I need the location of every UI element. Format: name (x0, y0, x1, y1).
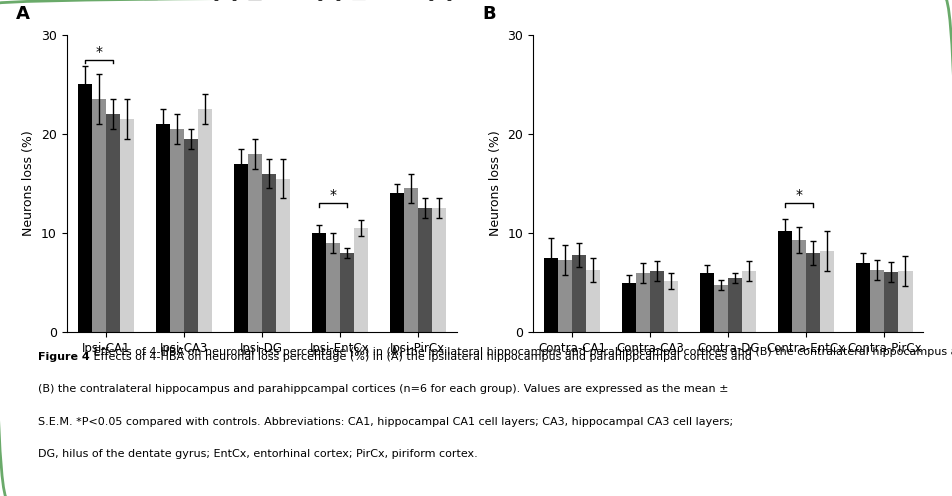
Bar (184, 139, 198, 332)
Bar (432, 208, 446, 332)
Bar (389, 193, 404, 332)
Text: S.E.M. *P<0.05 compared with controls. Abbreviations: CA1, hippocampal CA1 cell : S.E.M. *P<0.05 compared with controls. A… (38, 417, 733, 427)
Y-axis label: Neurons loss (%): Neurons loss (%) (489, 130, 502, 237)
Bar (664, 281, 679, 332)
Bar (155, 124, 169, 332)
Bar (106, 114, 120, 332)
Bar (714, 285, 728, 332)
Bar (91, 99, 106, 332)
Bar (233, 164, 248, 332)
Bar (354, 228, 368, 332)
Text: Effects of 4-HBA on neuronal loss percentage (%) in (A) the ipsilateral hippocam: Effects of 4-HBA on neuronal loss percen… (89, 352, 752, 362)
Bar (120, 119, 134, 332)
Bar (636, 273, 650, 332)
Bar (622, 283, 636, 332)
Bar (792, 240, 806, 332)
Text: DG, hilus of the dentate gyrus; EntCx, entorhinal cortex; PirCx, piriform cortex: DG, hilus of the dentate gyrus; EntCx, e… (38, 449, 478, 459)
Legend: Control, HBA 25mg/Kg, HBA 50mg/Kg, HBA 100mg/Kg: Control, HBA 25mg/Kg, HBA 50mg/Kg, HBA 1… (72, 0, 458, 5)
Bar (743, 271, 757, 332)
Text: *: * (329, 188, 336, 202)
Bar (326, 243, 340, 332)
Bar (778, 231, 792, 332)
Text: *: * (796, 188, 803, 202)
Bar (700, 273, 714, 332)
Bar (899, 271, 913, 332)
Bar (558, 260, 572, 332)
Bar (311, 233, 326, 332)
Bar (650, 271, 664, 332)
Text: *: * (95, 45, 102, 59)
Text: Figure 4: Figure 4 (38, 352, 89, 362)
Bar (404, 188, 418, 332)
Bar (340, 253, 354, 332)
Y-axis label: Neurons loss (%): Neurons loss (%) (23, 130, 35, 237)
Bar (418, 208, 432, 332)
Bar (262, 174, 276, 332)
Text: B: B (483, 5, 496, 23)
Text: A: A (16, 5, 30, 23)
Bar (572, 255, 586, 332)
Bar (821, 251, 835, 332)
Bar (169, 129, 184, 332)
Bar (77, 84, 91, 332)
Text: Effects of 4-HBA on neuronal loss percentage (%) in (A) the ipsilateral hippocam: Effects of 4-HBA on neuronal loss percen… (89, 347, 952, 357)
Bar (884, 272, 899, 332)
Bar (806, 253, 821, 332)
Bar (544, 258, 558, 332)
Text: (B) the contralateral hippocampus and parahippcampal cortices (n=6 for each grou: (B) the contralateral hippocampus and pa… (38, 384, 728, 394)
Bar (198, 109, 212, 332)
Bar (856, 263, 870, 332)
Bar (870, 270, 884, 332)
Bar (248, 154, 262, 332)
Bar (728, 278, 743, 332)
Bar (586, 270, 601, 332)
Bar (276, 179, 290, 332)
